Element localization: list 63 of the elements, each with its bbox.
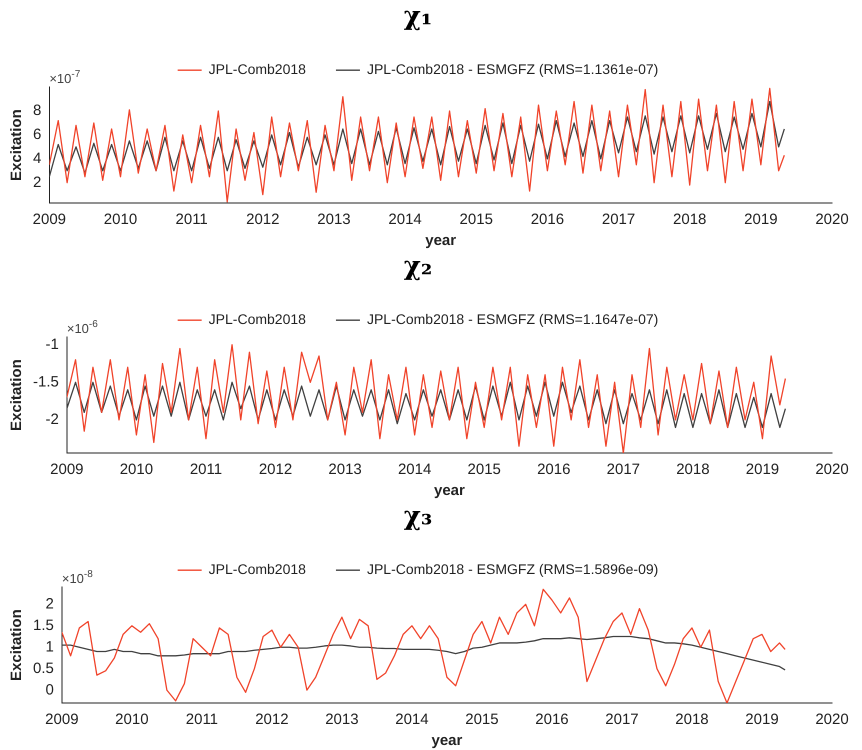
x-tick-label: 2014 xyxy=(395,711,429,728)
y-tick-label: 4 xyxy=(33,150,42,167)
x-tick-label: 2019 xyxy=(744,211,778,228)
x-axis-title: year xyxy=(431,732,463,750)
y-tick-label: 8 xyxy=(33,102,42,120)
x-tick-label: 2015 xyxy=(465,711,499,728)
x-tick-label: 2019 xyxy=(746,461,780,478)
x-tick-label: 2017 xyxy=(606,461,640,478)
legend-label: JPL-Comb2018 xyxy=(208,61,306,78)
x-tick-label: 2018 xyxy=(675,711,709,728)
x-tick-label: 2018 xyxy=(673,211,706,228)
x-tick-label: 2011 xyxy=(176,211,208,228)
x-tick-label: 2011 xyxy=(190,461,222,478)
x-tick-label: 2015 xyxy=(460,211,493,228)
x-tick-label: 2012 xyxy=(246,211,280,228)
legend-label: JPL-Comb2018 - ESMGFZ (RMS=1.1647e-07) xyxy=(366,311,658,328)
legend-label: JPL-Comb2018 xyxy=(208,311,306,328)
x-tick-label: 2016 xyxy=(535,711,569,728)
y-tick-label: 6 xyxy=(33,126,42,144)
y-axis-title: Excitation xyxy=(8,109,26,181)
x-tick-label: 2013 xyxy=(328,461,362,478)
legend-label: JPL-Comb2018 - ESMGFZ (RMS=1.5896e-09) xyxy=(366,561,658,578)
x-tick-label: 2009 xyxy=(45,711,79,728)
x-tick-label: 2010 xyxy=(104,211,138,228)
y-axis-title: Excitation xyxy=(8,359,26,431)
y-tick-label: -2 xyxy=(46,411,59,428)
chart-title: χ₂ xyxy=(404,251,432,282)
y-tick-label: 0.5 xyxy=(32,660,54,677)
x-tick-label: 2009 xyxy=(32,211,66,228)
x-tick-label: 2013 xyxy=(325,711,359,728)
x-tick-label: 2014 xyxy=(398,461,432,478)
x-tick-label: 2018 xyxy=(676,461,710,478)
legend-label: JPL-Comb2018 - ESMGFZ (RMS=1.1361e-07) xyxy=(366,61,658,78)
legend-label: JPL-Comb2018 xyxy=(208,561,306,578)
y-tick-label: 0 xyxy=(46,681,54,698)
x-tick-label: 2016 xyxy=(537,461,570,478)
x-tick-label: 2012 xyxy=(255,711,289,728)
y-axis-title: Excitation xyxy=(8,609,26,681)
x-tick-label: 2017 xyxy=(602,211,636,228)
y-tick-label: -1 xyxy=(46,336,59,353)
x-tick-label: 2009 xyxy=(50,461,84,478)
y-tick-label: 1 xyxy=(46,638,54,656)
x-tick-label: 2010 xyxy=(115,711,149,728)
x-tick-label: 2015 xyxy=(468,461,501,478)
x-axis-title: year xyxy=(434,482,466,500)
x-tick-label: 2016 xyxy=(530,211,564,228)
chart-title: χ₁ xyxy=(404,1,432,32)
x-tick-label: 2010 xyxy=(120,461,154,478)
x-tick-label: 2020 xyxy=(815,211,849,228)
y-tick-label: -1.5 xyxy=(32,373,59,390)
x-tick-label: 2011 xyxy=(186,711,218,728)
y-tick-label: 1.5 xyxy=(32,616,54,634)
x-tick-label: 2020 xyxy=(815,461,849,478)
x-tick-label: 2019 xyxy=(745,711,779,728)
x-tick-label: 2017 xyxy=(605,711,639,728)
x-tick-label: 2020 xyxy=(815,711,849,728)
x-tick-label: 2014 xyxy=(388,211,422,228)
y-tick-label: 2 xyxy=(33,174,42,191)
x-tick-label: 2012 xyxy=(258,461,292,478)
y-tick-label: 2 xyxy=(46,595,54,612)
chart-title: χ₃ xyxy=(404,501,432,532)
x-tick-label: 2013 xyxy=(317,211,351,228)
x-axis-title: year xyxy=(425,232,456,250)
